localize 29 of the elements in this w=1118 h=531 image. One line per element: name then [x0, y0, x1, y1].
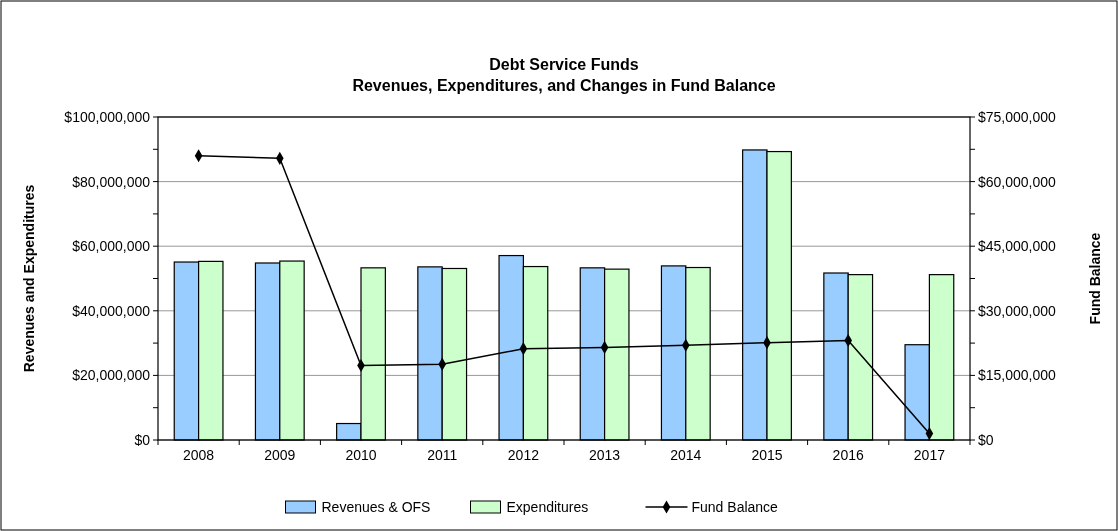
y-tick-label: $0 — [134, 431, 151, 448]
x-tick-label: 2009 — [264, 447, 296, 463]
y2-tick-label: $75,000,000 — [978, 108, 1057, 125]
y-tick-label: $40,000,000 — [72, 302, 151, 319]
y-axis-title: Revenues and Expenditures — [21, 184, 37, 373]
legend-label: Expenditures — [506, 498, 589, 515]
legend-label: Revenues & OFS — [321, 498, 431, 515]
y2-tick-label: $0 — [978, 431, 994, 448]
x-tick-label: 2015 — [751, 447, 783, 463]
y2-tick-label: $60,000,000 — [978, 173, 1057, 190]
y-tick-label: $80,000,000 — [72, 173, 151, 190]
y2-tick-label: $45,000,000 — [978, 238, 1057, 255]
y2-tick-label: $30,000,000 — [978, 302, 1057, 319]
legend-label: Fund Balance — [691, 498, 779, 515]
x-tick-label: 2010 — [345, 447, 377, 463]
x-tick-label: 2017 — [913, 447, 946, 463]
y-tick-label: $60,000,000 — [72, 238, 151, 255]
chart-subtitle: Revenues, Expenditures, and Changes in Fund Balance — [352, 77, 776, 94]
x-tick-label: 2016 — [832, 447, 864, 463]
y2-tick-label: $15,000,000 — [978, 367, 1057, 384]
x-tick-label: 2008 — [183, 447, 215, 463]
x-tick-label: 2011 — [427, 447, 458, 463]
x-tick-label: 2012 — [507, 447, 540, 463]
y2-axis-title: Fund Balance — [1087, 232, 1103, 325]
x-tick-label: 2014 — [670, 447, 702, 463]
y-tick-label: $100,000,000 — [64, 108, 151, 125]
x-tick-label: 2013 — [589, 447, 621, 463]
y-tick-label: $20,000,000 — [72, 367, 151, 384]
chart-title: Debt Service Funds — [489, 56, 639, 73]
